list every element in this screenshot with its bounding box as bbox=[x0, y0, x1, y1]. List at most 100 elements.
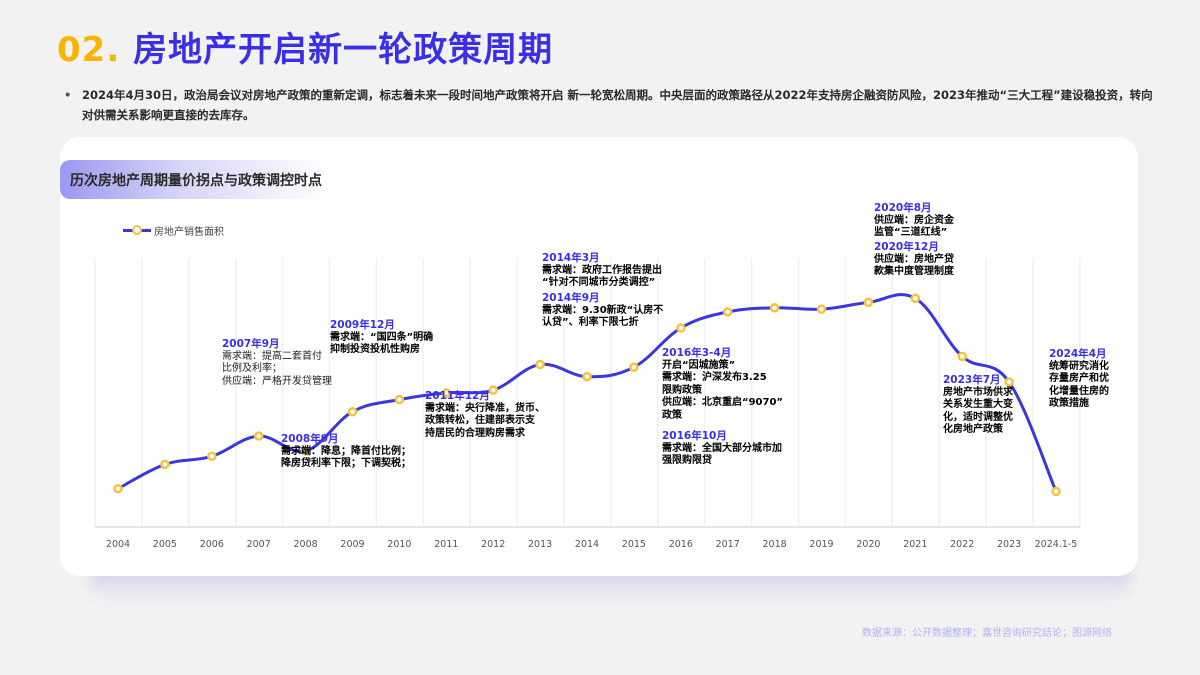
chart-legend: 房地产销售面积 bbox=[123, 222, 224, 238]
annotation-text: 限购政策 bbox=[662, 384, 702, 396]
chart-card-header: 历次房地产周期量价拐点与政策调控时点 bbox=[60, 160, 330, 199]
annotation-text: 政策措施 bbox=[1049, 398, 1089, 409]
data-point-marker bbox=[113, 483, 123, 494]
annotation-date: 2023年7月 bbox=[943, 374, 1001, 386]
data-point-marker bbox=[816, 304, 827, 314]
annotation-text: 政策 bbox=[662, 409, 682, 421]
x-axis-tick-label: 2020 bbox=[856, 539, 881, 550]
summary-bullet: 2024年4月30日，政治局会议对房地产政策的重新定调，标志着未来一段时间地产政… bbox=[64, 85, 1154, 125]
x-axis-tick-label: 2008 bbox=[293, 539, 318, 550]
x-axis-tick-label: 2022 bbox=[950, 539, 975, 550]
annotation-date: 2016年3-4月 bbox=[662, 347, 732, 359]
data-point-marker bbox=[957, 351, 967, 362]
data-point-marker bbox=[1004, 377, 1014, 387]
annotation-text: 供应端：北京重启“9070” bbox=[662, 397, 783, 408]
data-point-marker bbox=[253, 431, 264, 441]
x-axis-tick-label: 2006 bbox=[199, 539, 224, 550]
annotation-text: 款集中度管理制度 bbox=[874, 266, 954, 277]
annotation-text: 供应端：严格开发贷管理 bbox=[222, 375, 332, 387]
annotation-date: 2009年12月 bbox=[330, 319, 395, 331]
x-axis-tick-label: 2018 bbox=[762, 539, 787, 550]
x-axis-tick-label: 2009 bbox=[340, 539, 365, 550]
policy-annotation: 2014年9月 需求端：9.30新政“认房不 认贷”、利率下限七折 bbox=[542, 292, 663, 330]
annotation-text: 持居民的合理购房需求 bbox=[425, 427, 525, 439]
data-point-marker bbox=[676, 323, 686, 333]
annotation-text: 抑制投资投机性购房 bbox=[330, 344, 420, 355]
policy-annotation: 2020年12月 供应端：房地产贷 款集中度管理制度 bbox=[874, 241, 954, 279]
annotation-text: 强限购限贷 bbox=[662, 455, 712, 466]
policy-annotation: 2016年10月 需求端：全国大部分城市加 强限购限贷 bbox=[662, 430, 782, 468]
annotation-text: 化房地产政策 bbox=[943, 424, 1003, 435]
section-title: 房地产开启新一轮政策周期 bbox=[133, 30, 554, 70]
annotation-text: 存量房产和优 bbox=[1049, 373, 1109, 384]
data-point-marker bbox=[722, 307, 733, 317]
annotation-text: 统筹研究消化 bbox=[1049, 360, 1109, 372]
annotation-date: 2016年10月 bbox=[662, 430, 727, 442]
annotation-text: 政策转松，住建部表示支 bbox=[425, 415, 535, 426]
annotation-text: 需求端：提高二套首付 bbox=[222, 350, 322, 362]
x-axis-tick-label: 2017 bbox=[715, 539, 740, 550]
annotation-text: 需求端：“国四条”明确 bbox=[330, 331, 434, 343]
x-axis-tick-label: 2024.1-5 bbox=[1034, 539, 1078, 550]
x-axis-tick-label: 2016 bbox=[668, 539, 693, 550]
annotation-date: 2014年9月 bbox=[542, 292, 600, 304]
annotation-date: 2024年4月 bbox=[1049, 348, 1107, 360]
annotation-text: 需求端：降息；降首付比例； bbox=[281, 445, 411, 457]
annotation-text: 需求端：央行降准，货币、 bbox=[425, 402, 545, 414]
annotation-text: 供应端：房企资金 bbox=[874, 214, 954, 226]
x-axis-tick-label: 2007 bbox=[246, 539, 271, 550]
annotation-text: 需求端：全国大部分城市加 bbox=[662, 442, 782, 454]
annotation-text: 供应端：房地产贷 bbox=[874, 253, 954, 265]
policy-annotation: 2023年7月 房地产市场供求 关系发生重大变 化，适时调整优 化房地产政策 bbox=[943, 374, 1013, 437]
x-axis-tick-label: 2012 bbox=[481, 539, 506, 550]
annotation-date: 2007年9月 bbox=[222, 338, 280, 350]
data-point-marker bbox=[394, 394, 405, 405]
x-axis-tick-label: 2004 bbox=[105, 539, 131, 550]
policy-annotation: 2008年9月 需求端：降息；降首付比例； 降房贷利率下限；下调契税； bbox=[281, 433, 411, 471]
x-axis-tick-label: 2013 bbox=[528, 539, 553, 550]
annotation-text: 房地产市场供求 bbox=[943, 386, 1013, 398]
data-point-marker bbox=[1051, 486, 1061, 497]
data-point-marker bbox=[863, 297, 874, 308]
data-point-marker bbox=[347, 407, 358, 417]
x-axis-tick-label: 2021 bbox=[903, 539, 928, 550]
annotation-text: 比例及利率； bbox=[222, 363, 282, 374]
x-axis-tick-label: 2019 bbox=[809, 539, 834, 550]
x-axis-tick-label: 2010 bbox=[387, 539, 412, 550]
annotation-text: 开启“因城施策” bbox=[662, 359, 736, 371]
annotation-text: 需求端：政府工作报告提出 bbox=[542, 264, 662, 276]
annotation-text: 认贷”、利率下限七折 bbox=[542, 317, 639, 328]
data-point-marker bbox=[910, 293, 921, 304]
policy-annotation: 2011年12月 需求端：央行降准，货币、 政策转松，住建部表示支 持居民的合理购房需… bbox=[425, 390, 545, 440]
data-point-marker bbox=[582, 371, 592, 382]
x-axis-tick-label: 2005 bbox=[152, 539, 177, 550]
data-point-marker bbox=[488, 385, 498, 395]
chart-title: 历次房地产周期量价拐点与政策调控时点 bbox=[70, 173, 322, 189]
annotation-date: 2014年3月 bbox=[542, 252, 600, 264]
x-axis-tick-label: 2014 bbox=[574, 539, 600, 550]
data-source: 数据来源：公开数据整理；嘉世咨询研究结论；图源网络 bbox=[862, 628, 1112, 639]
annotation-text: 监管“三道红线” bbox=[874, 227, 948, 238]
section-number: 02. bbox=[57, 30, 121, 70]
data-point-marker bbox=[769, 303, 780, 313]
data-point-marker bbox=[535, 359, 545, 370]
x-axis-tick-label: 2011 bbox=[434, 539, 459, 550]
annotation-date: 2020年8月 bbox=[874, 202, 932, 214]
x-axis-tick-label: 2023 bbox=[997, 539, 1022, 550]
annotation-text: 化增量住房的 bbox=[1049, 385, 1109, 397]
legend-label: 房地产销售面积 bbox=[154, 226, 224, 238]
policy-annotation: 2014年3月 需求端：政府工作报告提出 “针对不同城市分类调控” bbox=[542, 252, 662, 290]
annotation-text: “针对不同城市分类调控” bbox=[542, 277, 656, 288]
data-point-marker bbox=[207, 451, 217, 462]
legend-line-marker-icon bbox=[123, 222, 151, 238]
policy-annotation: 2020年8月 供应端：房企资金 监管“三道红线” bbox=[874, 202, 954, 240]
data-point-marker bbox=[300, 446, 311, 456]
policy-annotation: 2007年9月 需求端：提高二套首付 比例及利率； 供应端：严格开发贷管理 bbox=[222, 338, 332, 388]
policy-annotation: 2016年3-4月 开启“因城施策” 需求端：沪深发布3.25 限购政策 供应端：北京重… bbox=[662, 347, 783, 422]
annotation-text: 需求端：9.30新政“认房不 bbox=[542, 304, 664, 316]
annotation-text: 关系发生重大变 bbox=[943, 399, 1013, 410]
policy-annotation: 2024年4月 统筹研究消化 存量房产和优 化增量住房的 政策措施 bbox=[1049, 348, 1109, 411]
annotation-text: 降房贷利率下限；下调契税； bbox=[281, 458, 411, 469]
x-axis-tick-label: 2015 bbox=[621, 539, 646, 550]
